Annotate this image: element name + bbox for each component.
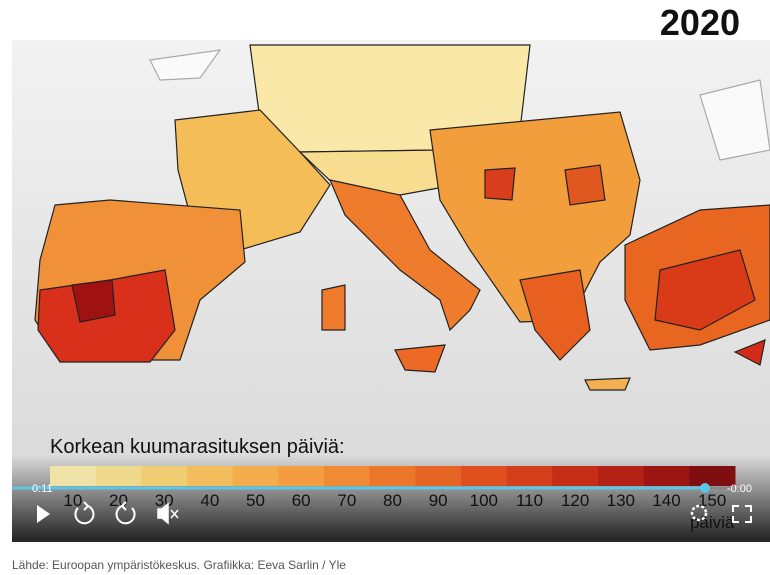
- legend-swatch: [552, 466, 599, 486]
- legend-swatch: [369, 466, 416, 486]
- legend-title: Korkean kuumarasituksen päiviä:: [50, 436, 345, 458]
- legend-swatch: [50, 466, 97, 486]
- remaining-time: -0:00: [727, 483, 752, 495]
- settings-button[interactable]: [690, 504, 708, 522]
- legend-label: 120: [561, 491, 589, 510]
- legend-bar: 10 20 30 40 50 60 70 80 90 100 110 120 130 140 150päiv…: [50, 466, 736, 532]
- play-button[interactable]: [37, 505, 50, 523]
- elapsed-time: 0:11: [32, 483, 53, 495]
- legend-label: 110: [516, 491, 543, 510]
- year-label: 2020: [659, 2, 740, 43]
- legend-label: 40: [200, 491, 219, 510]
- legend-swatch: [415, 466, 462, 486]
- legend-label: 130: [607, 491, 635, 510]
- legend-label: 100: [470, 491, 498, 510]
- legend-swatch: [141, 466, 188, 486]
- legend-label: 50: [246, 491, 265, 510]
- legend-swatch: [461, 466, 508, 486]
- legend-label: 150: [698, 491, 726, 510]
- legend-label: 10: [63, 491, 82, 510]
- legend-swatch: [95, 466, 142, 486]
- map: [34, 44, 770, 391]
- rewind-button[interactable]: [74, 501, 95, 525]
- legend-label: 70: [337, 491, 356, 510]
- legend-swatch: [232, 466, 279, 486]
- legend-swatch: [689, 466, 736, 486]
- legend-label: 90: [429, 491, 448, 510]
- source-note: Lähde: Euroopan ympäristökeskus. Grafiik…: [12, 558, 346, 572]
- legend-swatch: [324, 466, 371, 486]
- legend-swatch: [643, 466, 690, 486]
- legend-label: 30: [155, 491, 174, 510]
- forward-button[interactable]: [115, 501, 136, 525]
- mute-button[interactable]: [157, 502, 179, 525]
- legend-label: 60: [292, 491, 311, 510]
- legend-swatch: [598, 466, 645, 486]
- legend-swatch: [187, 466, 234, 486]
- fullscreen-button[interactable]: [732, 505, 752, 523]
- legend-label: 140: [652, 491, 680, 510]
- legend-unit: päiviä: [690, 513, 735, 532]
- legend-label: 80: [383, 491, 402, 510]
- progress-handle[interactable]: [700, 483, 710, 493]
- legend-swatch: [506, 466, 553, 486]
- legend-swatch: [278, 466, 325, 486]
